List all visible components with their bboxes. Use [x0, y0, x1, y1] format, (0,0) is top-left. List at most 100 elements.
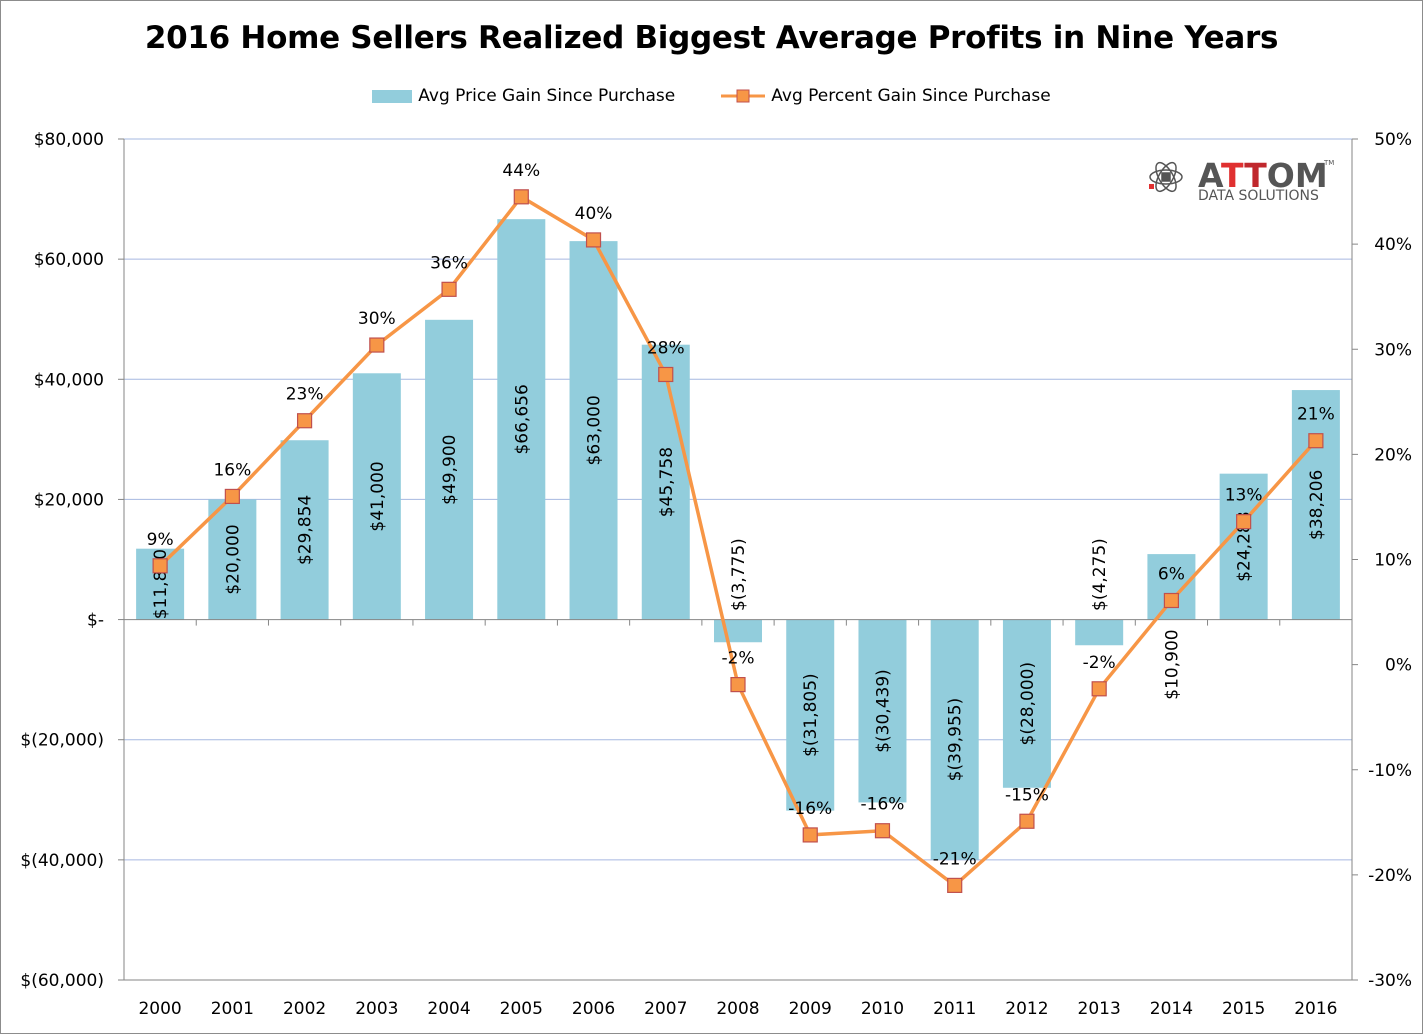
- legend-line-swatch: [721, 89, 766, 103]
- category-label: 2005: [500, 999, 543, 1019]
- left-tick-label: $-: [87, 611, 104, 631]
- percent-marker: [947, 877, 963, 893]
- right-tick-label: 20%: [1374, 445, 1412, 465]
- bar: [497, 219, 546, 620]
- bar-data-label: $(28,000): [1018, 662, 1038, 746]
- percent-data-label: 28%: [647, 338, 685, 358]
- bar-data-label: $49,900: [440, 435, 460, 505]
- percent-marker: [1236, 514, 1252, 530]
- right-tick-label: -20%: [1368, 866, 1412, 886]
- bar: [1219, 473, 1268, 620]
- category-label: 2008: [716, 999, 759, 1019]
- percent-marker: [658, 366, 674, 383]
- left-tick-label: $(20,000): [20, 731, 104, 751]
- bar-data-label: $66,656: [512, 384, 532, 454]
- bar: [1147, 554, 1196, 620]
- percent-marker: [296, 413, 313, 429]
- percent-marker: [1019, 813, 1035, 829]
- category-label: 2016: [1294, 999, 1337, 1019]
- percent-marker: [152, 558, 168, 574]
- bar: [208, 499, 257, 620]
- percent-data-label: 13%: [1225, 486, 1263, 506]
- bar: [1002, 619, 1051, 788]
- bar-data-label: $45,758: [657, 447, 677, 517]
- right-tick-label: 50%: [1374, 130, 1412, 150]
- left-tick-label: $20,000: [34, 490, 104, 510]
- bar-data-label: $41,000: [368, 461, 388, 531]
- left-tick-label: $60,000: [34, 250, 104, 270]
- legend-item-price-gain: Avg Price Gain Since Purchase: [372, 86, 675, 106]
- percent-marker: [730, 676, 746, 693]
- bar: [930, 619, 979, 860]
- bar-data-label: $63,000: [585, 395, 605, 465]
- percent-data-label: 23%: [286, 385, 324, 405]
- right-tick-label: -10%: [1368, 761, 1412, 781]
- percent-marker: [441, 281, 457, 297]
- right-tick-label: 30%: [1374, 340, 1412, 360]
- percent-data-label: -16%: [788, 799, 832, 819]
- bar: [352, 373, 401, 620]
- percent-data-label: 6%: [1158, 564, 1185, 584]
- category-label: 2013: [1078, 999, 1121, 1019]
- legend-bar-swatch: [372, 89, 413, 103]
- right-tick-label: 10%: [1374, 551, 1412, 571]
- percent-data-label: 44%: [502, 161, 540, 181]
- bar: [786, 619, 835, 811]
- percent-marker: [1163, 592, 1180, 609]
- percent-marker: [1091, 681, 1107, 697]
- bar-data-label: $10,900: [1162, 629, 1182, 699]
- bar-data-label: $29,854: [296, 495, 316, 565]
- category-label: 2003: [355, 999, 398, 1019]
- percent-data-label: 9%: [147, 530, 174, 550]
- bar: [425, 319, 474, 620]
- percent-marker: [1308, 433, 1324, 449]
- percent-marker: [802, 827, 818, 843]
- bar-data-label: $(3,775): [729, 538, 749, 611]
- bar: [641, 344, 690, 620]
- right-tick-label: -30%: [1368, 971, 1412, 991]
- percent-data-label: -15%: [1005, 785, 1049, 805]
- legend: Avg Price Gain Since Purchase Avg Percen…: [0, 86, 1423, 106]
- right-tick-label: 40%: [1374, 235, 1412, 255]
- percent-marker: [585, 232, 602, 248]
- category-label: 2011: [933, 999, 976, 1019]
- attom-logo: ATTOM TM DATA SOLUTIONS: [1149, 156, 1334, 204]
- bar-data-label: $(31,805): [801, 673, 821, 757]
- bar: [569, 241, 618, 620]
- percent-data-label: 30%: [358, 309, 396, 329]
- category-label: 2010: [861, 999, 904, 1019]
- bar: [280, 440, 329, 620]
- bar: [714, 619, 762, 643]
- percent-marker: [224, 488, 240, 505]
- bar-data-label: $20,000: [223, 524, 243, 594]
- legend-item-percent-gain: Avg Percent Gain Since Purchase: [721, 86, 1051, 106]
- category-label: 2002: [283, 999, 326, 1019]
- category-label: 2015: [1222, 999, 1265, 1019]
- percent-marker: [513, 189, 529, 205]
- bar-data-label: $(39,955): [946, 698, 966, 782]
- left-tick-label: $40,000: [34, 370, 104, 390]
- bar-data-label: $38,206: [1307, 470, 1327, 540]
- bar-data-label: $(4,275): [1090, 538, 1110, 611]
- left-tick-label: $80,000: [34, 130, 104, 150]
- percent-data-label: 40%: [575, 204, 613, 224]
- percent-data-label: -2%: [721, 649, 754, 669]
- category-label: 2001: [211, 999, 254, 1019]
- bar: [1291, 390, 1340, 620]
- left-tick-label: $(40,000): [20, 851, 104, 871]
- category-label: 2014: [1150, 999, 1193, 1019]
- percent-marker: [874, 823, 891, 839]
- category-label: 2009: [789, 999, 832, 1019]
- percent-data-label: -21%: [933, 849, 977, 869]
- bar: [858, 619, 907, 803]
- category-label: 2006: [572, 999, 615, 1019]
- legend-label-percent-gain: Avg Percent Gain Since Purchase: [771, 86, 1051, 106]
- category-label: 2007: [644, 999, 687, 1019]
- percent-data-label: -16%: [861, 795, 905, 815]
- svg-text:ATTOM: ATTOM: [1198, 156, 1328, 195]
- percent-marker: [369, 337, 385, 353]
- right-tick-label: 0%: [1385, 656, 1412, 676]
- category-label: 2012: [1005, 999, 1048, 1019]
- chart-title: 2016 Home Sellers Realized Biggest Avera…: [144, 20, 1279, 56]
